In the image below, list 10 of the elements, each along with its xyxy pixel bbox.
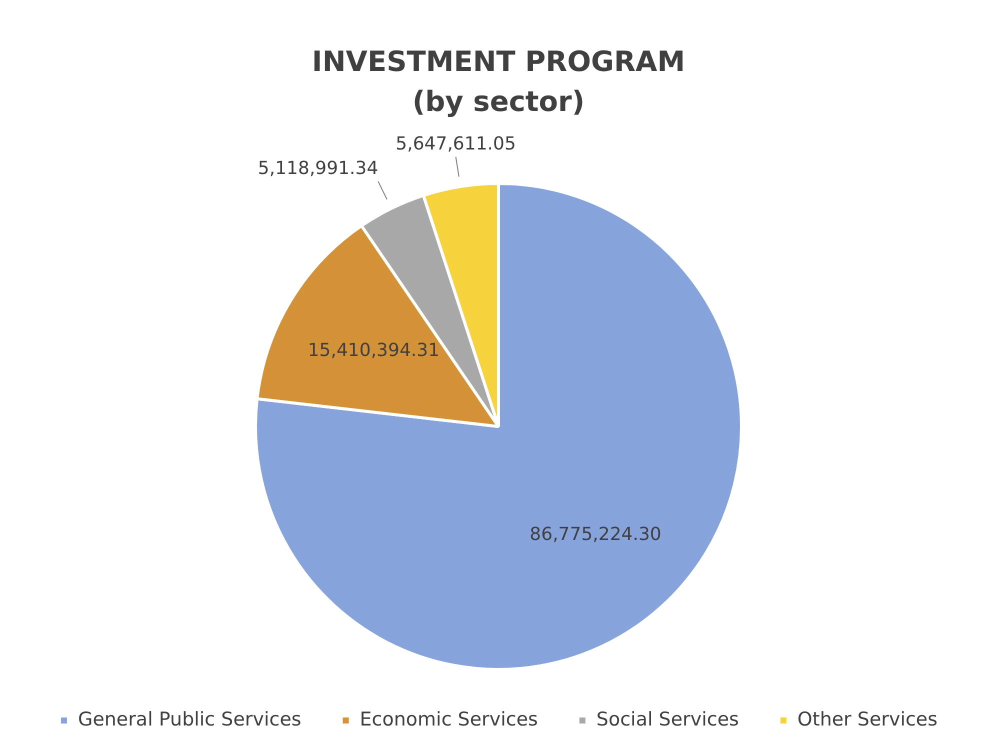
chart-subtitle: (by sector) [411,84,586,120]
data-label: 15,410,394.31 [308,340,440,361]
legend-label: General Public Services [78,708,302,730]
legend-label: Economic Services [360,708,538,730]
chart-title: INVESTMENT PROGRAM [310,44,686,80]
legend-label: Other Services [797,708,938,730]
data-label: 5,647,611.05 [396,134,516,155]
legend-label: Social Services [596,708,739,730]
data-label: 86,775,224.30 [530,524,662,546]
data-label: 5,118,991.34 [258,158,378,180]
